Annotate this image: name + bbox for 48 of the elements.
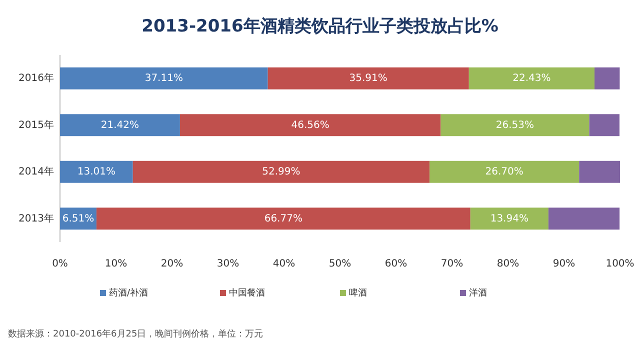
bar	[468, 67, 595, 90]
bar	[60, 160, 133, 183]
data-label: 52.99%	[262, 166, 300, 178]
y-tick-label: 2013年	[18, 212, 54, 224]
bar	[589, 114, 620, 136]
bar	[440, 114, 590, 136]
data-label: 37.11%	[144, 73, 183, 84]
data-label: 21.42%	[100, 120, 140, 131]
bar	[594, 67, 620, 90]
bar	[470, 208, 548, 230]
data-label: 46.56%	[291, 120, 330, 131]
legend-label: 啤酒	[349, 287, 367, 298]
data-label: 26.53%	[496, 120, 534, 131]
bar	[548, 208, 620, 230]
data-label: 13.94%	[490, 213, 528, 224]
bar	[579, 160, 620, 183]
data-label: 13.01%	[77, 166, 116, 178]
y-tick-label: 2014年	[18, 166, 54, 178]
legend-label: 洋酒	[469, 287, 487, 298]
y-tick-label: 2016年	[18, 72, 54, 84]
x-tick-label: 20%	[160, 258, 184, 270]
x-tick-label: 60%	[384, 258, 408, 270]
bar	[268, 67, 469, 90]
bar	[60, 67, 268, 90]
x-tick-label: 30%	[216, 258, 240, 270]
data-label: 35.91%	[349, 73, 388, 84]
x-tick-label: 90%	[552, 258, 576, 270]
x-tick-label: 50%	[328, 258, 352, 270]
x-tick-label: 70%	[440, 258, 464, 270]
bar	[96, 208, 470, 230]
y-tick-label: 2015年	[18, 118, 54, 131]
x-tick-label: 10%	[104, 258, 128, 270]
bar	[60, 114, 180, 136]
x-tick-label: 80%	[496, 258, 520, 270]
chart-title: 2013-2016年酒精类饮品行业子类投放占比%	[142, 16, 498, 37]
bar	[132, 160, 430, 183]
bar	[180, 114, 441, 136]
data-label: 66.77%	[264, 213, 302, 224]
bar	[430, 160, 580, 183]
legend-label: 药酒/补酒	[109, 287, 148, 298]
data-label: 22.43%	[512, 73, 551, 84]
x-tick-label: 0%	[52, 258, 68, 270]
data-label: 26.70%	[485, 166, 524, 178]
x-tick-label: 100%	[606, 258, 634, 270]
legend-label: 中国餐酒	[229, 287, 265, 298]
data-label: 6.51%	[62, 213, 94, 224]
source-note: 数据来源：2010-2016年6月25日，晚间刊例价格，单位：万元	[8, 328, 264, 340]
x-tick-label: 40%	[272, 258, 296, 270]
